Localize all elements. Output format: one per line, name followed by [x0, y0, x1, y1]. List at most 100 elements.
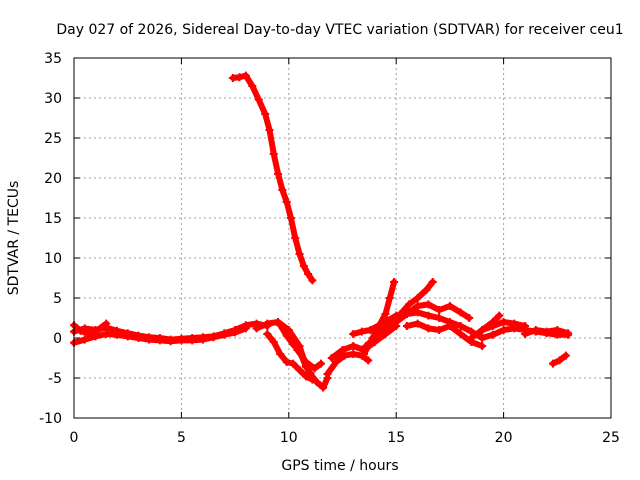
- data-point: [424, 324, 433, 333]
- data-point: [390, 278, 399, 286]
- series-arc-6: [263, 330, 317, 384]
- data-point: [76, 326, 85, 335]
- chart-title: Day 027 of 2026, Sidereal Day-to-day VTE…: [56, 22, 623, 38]
- data-point: [359, 350, 368, 358]
- data-point: [276, 350, 285, 358]
- y-tick-label: -5: [48, 371, 62, 387]
- data-point: [456, 308, 465, 317]
- data-point: [422, 286, 431, 294]
- x-tick-label: 10: [280, 430, 298, 446]
- data-point: [263, 319, 272, 328]
- data-point: [338, 346, 347, 354]
- data-point: [276, 321, 285, 330]
- data-point: [435, 326, 444, 334]
- data-point: [155, 336, 164, 345]
- series-arc-15: [392, 300, 474, 326]
- x-tick-label: 25: [602, 430, 620, 446]
- series-arc-4: [228, 71, 317, 285]
- data-point: [435, 306, 444, 314]
- data-point: [564, 329, 573, 338]
- data-point: [299, 262, 308, 270]
- y-tick-labels: -10 -5 0 5 10 15 20 25 30 35: [39, 51, 62, 427]
- data-point: [357, 327, 366, 336]
- data-point: [91, 327, 100, 336]
- series-arc-19: [521, 326, 573, 338]
- data-point: [248, 82, 257, 90]
- data-point: [306, 369, 315, 378]
- data-point: [301, 358, 310, 366]
- x-tick-label: 20: [495, 430, 513, 446]
- data-point: [102, 319, 111, 328]
- data-point: [332, 358, 341, 366]
- data-point: [405, 300, 414, 309]
- data-point: [145, 335, 154, 344]
- data-point: [392, 318, 401, 326]
- series-arc-18: [478, 318, 530, 334]
- data-point: [413, 294, 422, 302]
- y-tick-label: 5: [53, 291, 62, 307]
- data-point: [349, 350, 358, 358]
- data-point: [254, 95, 263, 104]
- series-arc-20: [549, 351, 570, 368]
- x-tick-label: 5: [177, 430, 186, 446]
- data-point: [269, 338, 278, 346]
- y-tick-label: 30: [44, 91, 62, 107]
- data-point: [488, 330, 497, 339]
- data-point: [549, 359, 558, 368]
- data-point: [349, 342, 358, 350]
- data-point: [308, 375, 317, 384]
- data-point: [241, 324, 250, 333]
- data-point: [413, 319, 422, 328]
- data-point: [381, 310, 390, 318]
- data-point: [327, 354, 336, 362]
- data-point: [553, 326, 562, 334]
- y-tick-label: 25: [44, 131, 62, 147]
- data-point: [495, 311, 504, 320]
- data-point: [456, 330, 465, 338]
- data-point: [102, 330, 111, 338]
- data-point: [235, 73, 244, 82]
- data-point: [445, 302, 454, 310]
- data-point: [370, 334, 379, 342]
- data-point: [278, 186, 287, 194]
- data-point: [561, 351, 570, 360]
- data-point: [402, 322, 411, 330]
- data-point: [166, 337, 175, 346]
- x-axis-label: GPS time / hours: [281, 458, 398, 474]
- data-point: [317, 359, 326, 368]
- data-point: [252, 324, 261, 333]
- data-point: [263, 330, 272, 338]
- data-point: [370, 326, 379, 334]
- y-tick-label: 10: [44, 251, 62, 267]
- data-point: [261, 110, 270, 118]
- data-point: [80, 335, 89, 344]
- data-point: [445, 322, 454, 330]
- y-axis-label: SDTVAR / TECUs: [6, 181, 22, 296]
- data-point: [478, 334, 487, 342]
- data-point: [323, 370, 332, 378]
- data-point: [123, 332, 132, 341]
- y-tick-label: 15: [44, 211, 62, 227]
- data-point: [428, 278, 437, 286]
- data-point: [521, 322, 530, 330]
- data-point: [413, 302, 422, 310]
- data-point: [349, 330, 358, 338]
- data-point: [478, 326, 487, 334]
- data-point: [188, 336, 197, 345]
- data-point: [435, 314, 444, 322]
- data-point: [134, 334, 143, 342]
- data-point: [402, 310, 411, 318]
- data-point: [456, 322, 465, 330]
- data-point: [293, 346, 302, 354]
- data-point: [340, 351, 349, 360]
- data-point: [424, 300, 433, 309]
- data-point: [112, 330, 121, 339]
- data-point: [319, 383, 328, 392]
- series-arc-2: [70, 324, 250, 347]
- data-point: [269, 150, 278, 158]
- data-point: [177, 336, 186, 345]
- data-point: [510, 319, 519, 328]
- y-tick-label: 0: [53, 331, 62, 347]
- data-point: [82, 329, 91, 338]
